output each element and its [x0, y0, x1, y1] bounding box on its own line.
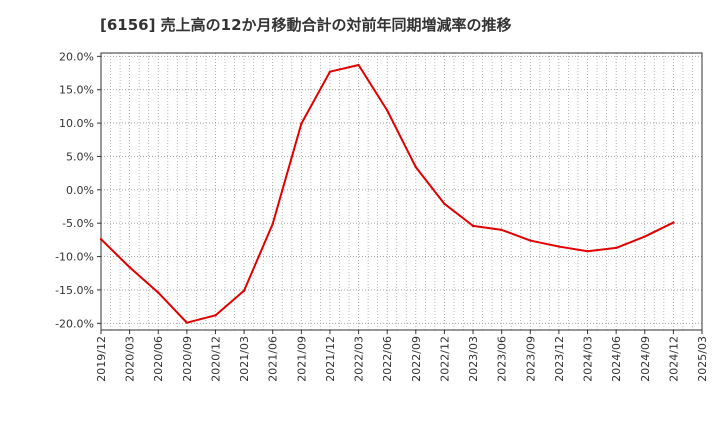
- y-tick-label: 15.0%: [59, 84, 94, 97]
- x-tick-label: 2024/09: [639, 336, 652, 382]
- x-tick-label: 2023/12: [553, 336, 566, 382]
- x-tick-label: 2022/06: [381, 336, 394, 382]
- y-tick-label: -20.0%: [55, 317, 94, 330]
- x-tick-label: 2022/03: [353, 336, 366, 382]
- x-tick-label: 2024/12: [667, 336, 680, 382]
- plot-border: [100, 52, 703, 331]
- chart-title: [6156] 売上高の12か月移動合計の対前年同期増減率の推移: [100, 16, 512, 34]
- y-tick-label: -15.0%: [55, 284, 94, 297]
- data-point: [271, 222, 274, 226]
- x-tick-label: 2024/03: [582, 336, 595, 382]
- data-point: [242, 289, 246, 292]
- y-tick-label: 5.0%: [66, 150, 94, 163]
- data-point: [443, 202, 446, 206]
- y-tick-label: -5.0%: [62, 217, 94, 230]
- x-tick-label: 2023/09: [524, 336, 537, 382]
- y-tick-label: 20.0%: [59, 50, 94, 63]
- x-tick-label: 2022/09: [410, 336, 423, 382]
- data-point: [500, 228, 503, 232]
- data-point: [214, 314, 217, 317]
- data-point: [643, 235, 646, 238]
- data-point: [414, 165, 418, 169]
- data-point: [614, 246, 618, 250]
- data-point: [157, 291, 160, 294]
- x-tick-label: 2020/03: [124, 336, 137, 382]
- data-point: [328, 70, 332, 73]
- x-tick-label: 2023/06: [496, 336, 509, 382]
- data-point: [529, 239, 532, 242]
- y-tick-label: -10.0%: [55, 251, 94, 264]
- data-point: [385, 109, 389, 112]
- data-point: [128, 266, 131, 269]
- data-point: [471, 224, 475, 228]
- x-tick-label: 2021/12: [324, 336, 337, 382]
- data-point: [99, 238, 103, 241]
- data-point: [672, 221, 675, 224]
- x-tick-label: 2020/12: [209, 336, 222, 382]
- data-point: [557, 245, 561, 248]
- data-point: [300, 122, 303, 125]
- x-tick-label: 2020/09: [181, 336, 194, 382]
- x-tick-label: 2021/06: [267, 336, 280, 382]
- x-tick-label: 2021/03: [238, 336, 251, 382]
- x-tick-label: 2025/03: [696, 336, 709, 382]
- x-tick-label: 2024/06: [610, 336, 623, 382]
- x-tick-label: 2021/09: [295, 336, 308, 382]
- data-point: [185, 321, 189, 324]
- data-point: [586, 250, 589, 253]
- x-tick-label: 2023/03: [467, 336, 480, 382]
- data-point: [357, 63, 360, 67]
- x-tick-label: 2020/06: [152, 336, 165, 382]
- x-tick-label: 2019/12: [95, 336, 108, 382]
- x-tick-label: 2022/12: [438, 336, 451, 382]
- plot-area: [101, 53, 702, 330]
- y-tick-label: 10.0%: [59, 117, 94, 130]
- y-tick-label: 0.0%: [66, 184, 94, 197]
